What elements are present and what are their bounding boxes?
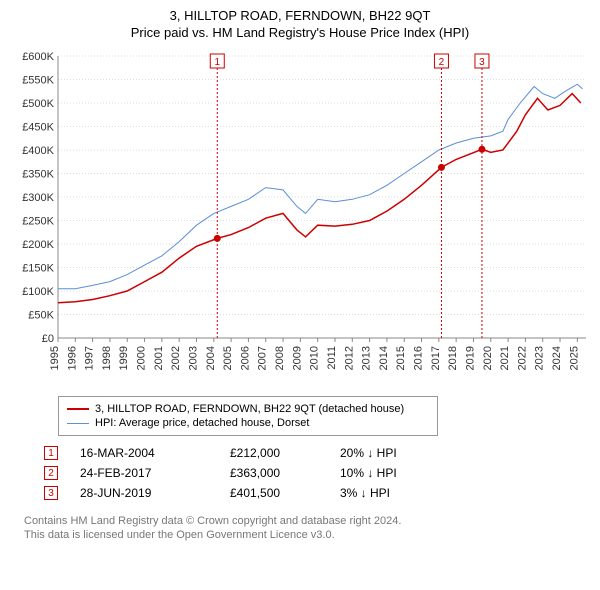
svg-text:£500K: £500K xyxy=(22,98,54,110)
title: 3, HILLTOP ROAD, FERNDOWN, BH22 9QT xyxy=(10,8,590,23)
svg-text:2002: 2002 xyxy=(170,346,182,370)
svg-text:£450K: £450K xyxy=(22,122,54,134)
sale-price: £363,000 xyxy=(230,466,340,480)
svg-text:2021: 2021 xyxy=(499,346,511,370)
svg-text:2005: 2005 xyxy=(222,346,234,370)
legend: 3, HILLTOP ROAD, FERNDOWN, BH22 9QT (det… xyxy=(58,396,438,436)
table-row: 2 24-FEB-2017 £363,000 10% ↓ HPI xyxy=(44,466,590,480)
svg-text:2016: 2016 xyxy=(413,346,425,370)
svg-text:1999: 1999 xyxy=(118,346,130,370)
svg-text:£50K: £50K xyxy=(28,310,54,322)
svg-text:2008: 2008 xyxy=(274,346,286,370)
sale-date: 24-FEB-2017 xyxy=(80,466,230,480)
svg-text:£300K: £300K xyxy=(22,192,54,204)
legend-item: HPI: Average price, detached house, Dors… xyxy=(67,417,429,429)
sale-price: £401,500 xyxy=(230,486,340,500)
footnote-line: This data is licensed under the Open Gov… xyxy=(24,528,590,542)
svg-text:2000: 2000 xyxy=(136,346,148,370)
svg-text:2015: 2015 xyxy=(395,346,407,370)
svg-text:1996: 1996 xyxy=(66,346,78,370)
svg-text:2003: 2003 xyxy=(187,346,199,370)
svg-text:£200K: £200K xyxy=(22,239,54,251)
svg-text:2: 2 xyxy=(439,57,445,68)
footnote: Contains HM Land Registry data © Crown c… xyxy=(24,514,590,543)
svg-text:£250K: £250K xyxy=(22,216,54,228)
svg-text:2007: 2007 xyxy=(257,346,269,370)
svg-text:2023: 2023 xyxy=(534,346,546,370)
svg-text:2009: 2009 xyxy=(291,346,303,370)
svg-text:1997: 1997 xyxy=(84,346,96,370)
sale-marker: 3 xyxy=(44,486,58,500)
svg-text:£0: £0 xyxy=(42,333,54,345)
svg-text:£400K: £400K xyxy=(22,145,54,157)
svg-text:2025: 2025 xyxy=(568,346,580,370)
sales-table: 1 16-MAR-2004 £212,000 20% ↓ HPI 2 24-FE… xyxy=(44,446,590,500)
svg-text:2024: 2024 xyxy=(551,346,563,370)
sale-diff: 10% ↓ HPI xyxy=(340,466,450,480)
svg-text:£600K: £600K xyxy=(22,51,54,63)
svg-text:3: 3 xyxy=(479,57,485,68)
svg-text:2013: 2013 xyxy=(361,346,373,370)
legend-item: 3, HILLTOP ROAD, FERNDOWN, BH22 9QT (det… xyxy=(67,403,429,415)
sale-marker: 1 xyxy=(44,446,58,460)
svg-text:2012: 2012 xyxy=(343,346,355,370)
svg-text:2018: 2018 xyxy=(447,346,459,370)
sale-date: 28-JUN-2019 xyxy=(80,486,230,500)
sale-date: 16-MAR-2004 xyxy=(80,446,230,460)
svg-text:2004: 2004 xyxy=(205,346,217,370)
legend-label: HPI: Average price, detached house, Dors… xyxy=(95,417,309,429)
svg-text:£350K: £350K xyxy=(22,169,54,181)
svg-text:2019: 2019 xyxy=(464,346,476,370)
legend-swatch xyxy=(67,408,89,410)
sale-diff: 20% ↓ HPI xyxy=(340,446,450,460)
table-row: 1 16-MAR-2004 £212,000 20% ↓ HPI xyxy=(44,446,590,460)
svg-text:2001: 2001 xyxy=(153,346,165,370)
svg-text:2020: 2020 xyxy=(482,346,494,370)
svg-text:1995: 1995 xyxy=(49,346,61,370)
svg-text:2022: 2022 xyxy=(516,346,528,370)
legend-swatch xyxy=(67,423,89,424)
svg-text:2014: 2014 xyxy=(378,346,390,370)
svg-text:2010: 2010 xyxy=(309,346,321,370)
svg-text:£550K: £550K xyxy=(22,75,54,87)
subtitle: Price paid vs. HM Land Registry's House … xyxy=(10,25,590,40)
sale-marker: 2 xyxy=(44,466,58,480)
svg-text:1998: 1998 xyxy=(101,346,113,370)
footnote-line: Contains HM Land Registry data © Crown c… xyxy=(24,514,590,528)
svg-text:2011: 2011 xyxy=(326,346,338,370)
svg-text:1: 1 xyxy=(214,57,220,68)
svg-text:2017: 2017 xyxy=(430,346,442,370)
sale-diff: 3% ↓ HPI xyxy=(340,486,450,500)
svg-text:2006: 2006 xyxy=(239,346,251,370)
chart-container: 3, HILLTOP ROAD, FERNDOWN, BH22 9QT Pric… xyxy=(0,0,600,551)
svg-text:£150K: £150K xyxy=(22,263,54,275)
legend-label: 3, HILLTOP ROAD, FERNDOWN, BH22 9QT (det… xyxy=(95,403,404,415)
svg-text:£100K: £100K xyxy=(22,286,54,298)
chart-svg: £0 £50K £100K £150K £200K £250K £300K £350K £400… xyxy=(10,48,590,388)
table-row: 3 28-JUN-2019 £401,500 3% ↓ HPI xyxy=(44,486,590,500)
sale-price: £212,000 xyxy=(230,446,340,460)
chart: £0 £50K £100K £150K £200K £250K £300K £350K £400… xyxy=(10,48,590,388)
